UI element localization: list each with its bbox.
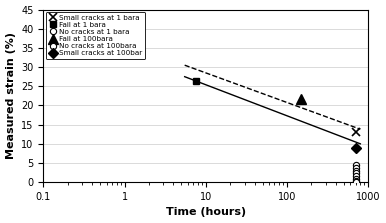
X-axis label: Time (hours): Time (hours): [166, 207, 246, 217]
Legend: Small cracks at 1 bara, Fail at 1 bara, No cracks at 1 bara, Fail at 100bara, No: Small cracks at 1 bara, Fail at 1 bara, …: [46, 12, 146, 59]
Y-axis label: Measured strain (%): Measured strain (%): [5, 32, 15, 159]
